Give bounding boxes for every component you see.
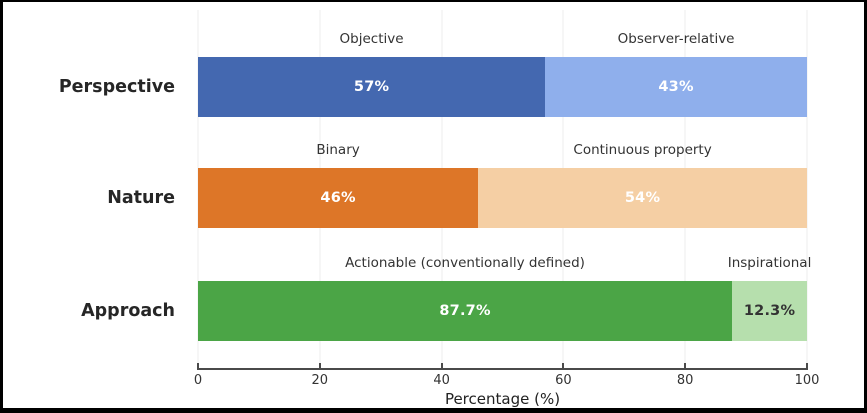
segment-name-label: Inspirational <box>727 255 812 271</box>
x-axis-title: Percentage (%) <box>444 390 561 408</box>
bar-row-nature: 46% 54% <box>198 168 807 228</box>
segment-labels-row-perspective: Objective Observer-relative <box>198 31 807 49</box>
segment-labels-row-nature: Binary Continuous property <box>198 142 807 160</box>
x-tick-label: 100 <box>794 373 820 388</box>
x-tick-mark <box>684 363 687 368</box>
x-tick-mark <box>806 363 808 368</box>
category-label-approach: Approach <box>81 301 175 321</box>
segment-value-label: 43% <box>658 79 694 95</box>
gridline <box>806 10 808 368</box>
bar-row-approach: 87.7% 12.3% <box>198 281 807 341</box>
bar-segment-continuous-property: 54% <box>478 168 807 228</box>
bar-row-perspective: 57% 43% <box>198 57 807 117</box>
x-tick-mark <box>197 363 199 368</box>
bar-segment-objective: 57% <box>198 57 546 117</box>
segment-value-label: 87.7% <box>439 303 491 319</box>
category-label-nature: Nature <box>107 188 175 208</box>
plot-area: Objective Observer-relative 57% 43% Bina… <box>197 8 811 368</box>
x-tick-mark <box>440 363 443 368</box>
segment-value-label: 54% <box>624 190 661 206</box>
x-tick-mark <box>318 363 321 368</box>
x-tick-label: 20 <box>311 373 329 388</box>
x-tick-label: 60 <box>555 373 572 388</box>
bar-segment-inspirational: 12.3% <box>732 281 807 341</box>
segment-name-label: Observer-relative <box>617 31 735 47</box>
bar-segment-binary: 46% <box>198 168 479 228</box>
segment-name-label: Continuous property <box>573 142 712 158</box>
x-tick-label: 0 <box>193 373 203 388</box>
segment-value-label: 12.3% <box>743 303 796 319</box>
bar-segment-actionable: 87.7% <box>198 281 733 341</box>
segment-name-label: Actionable (conventionally defined) <box>345 255 585 271</box>
x-tick-label: 80 <box>676 373 694 388</box>
category-label-perspective: Perspective <box>58 77 175 97</box>
segment-labels-row-approach: Actionable (conventionally defined) Insp… <box>198 255 811 273</box>
segment-name-label: Objective <box>339 31 404 47</box>
x-tick-labels: 0 20 40 60 80 100 <box>194 373 820 389</box>
bar-segment-observer-relative: 43% <box>545 57 807 117</box>
x-tick-label: 40 <box>433 373 450 388</box>
x-axis-spine <box>197 368 808 370</box>
x-tick-mark <box>562 363 565 368</box>
segment-value-label: 46% <box>320 190 356 206</box>
segment-name-label: Binary <box>316 142 360 158</box>
segment-value-label: 57% <box>353 79 390 95</box>
x-axis-ticks <box>197 363 808 368</box>
